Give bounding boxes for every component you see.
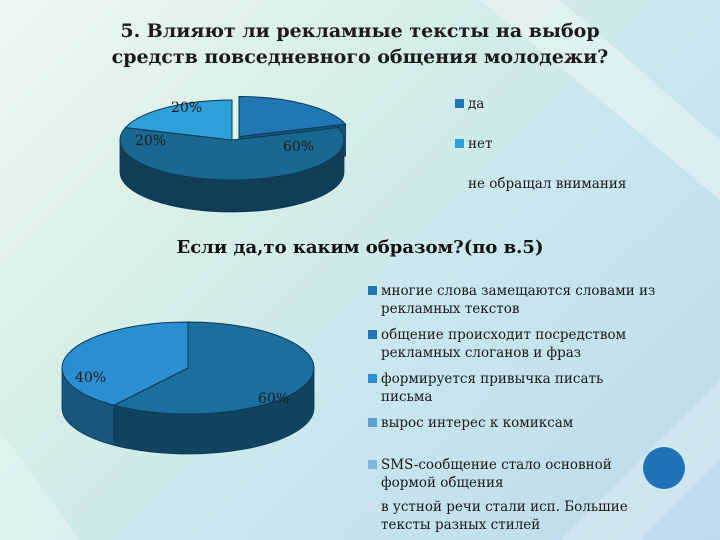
legend1-item-yes: да xyxy=(455,95,484,113)
legend2-label-1a: многие слова замещаются словами из xyxy=(381,283,656,299)
legend1-label-yes: да xyxy=(468,96,485,112)
legend2-label-1b: рекламных текстов xyxy=(381,301,520,317)
legend2-label-6b: тексты разных стилей xyxy=(381,517,541,533)
legend2-swatch-4 xyxy=(368,418,377,427)
legend2-label-5b: формой общения xyxy=(381,475,504,491)
legend2-item-3: формируется привычка писать письма xyxy=(368,370,603,406)
pie-label-ignored: 60% xyxy=(283,139,314,155)
legend1-label-ignored: не обращал внимания xyxy=(468,176,627,192)
legend2-swatch-1 xyxy=(368,286,377,295)
legend2-label-6a: в устной речи стали исп. Большие xyxy=(381,499,628,515)
legend2-item-6: в устной речи стали исп. Большие тексты … xyxy=(368,498,628,534)
legend1-swatch-no xyxy=(455,139,464,148)
legend2-swatch-3 xyxy=(368,374,377,383)
legend2-label-2a: общение происходит посредством xyxy=(381,327,627,343)
slide-title: 5. Влияют ли рекламные тексты на выбор с… xyxy=(40,18,680,70)
slide-title-line1: 5. Влияют ли рекламные тексты на выбор xyxy=(120,20,600,42)
slide-title-line2: средств повседневного общения молодежи? xyxy=(111,46,609,68)
legend2-label-3a: формируется привычка писать xyxy=(381,371,604,387)
pie-slice-net xyxy=(124,99,233,141)
pie-slice-forty xyxy=(61,321,189,406)
pie-label-sixty: 60% xyxy=(258,391,289,407)
legend2-item-4: вырос интерес к комиксам xyxy=(368,414,573,432)
legend2-item-1: многие слова замещаются словами из рекла… xyxy=(368,282,655,318)
pie-slice-sixty xyxy=(112,321,315,415)
legend1-item-no: нет xyxy=(455,135,492,153)
legend2-item-5: SMS-сообщение стало основной формой обще… xyxy=(368,456,612,492)
pie-label-net: 20% xyxy=(135,133,166,149)
pie-label-forty: 40% xyxy=(75,370,106,386)
legend2-label-3b: письма xyxy=(381,389,433,405)
legend2-swatch-2 xyxy=(368,330,377,339)
pie-label-da: 20% xyxy=(171,100,202,116)
legend2-item-2: общение происходит посредством рекламных… xyxy=(368,326,626,362)
legend2-label-2b: рекламных слоганов и фраз xyxy=(381,345,582,361)
legend2-swatch-6 xyxy=(368,502,377,511)
legend1-label-no: нет xyxy=(468,136,493,152)
pie-slice-da xyxy=(238,96,347,138)
legend1-swatch-yes xyxy=(455,99,464,108)
legend2-swatch-5 xyxy=(368,460,377,469)
legend2-label-5a: SMS-сообщение стало основной xyxy=(381,457,612,473)
chart2-title: Если да,то каким образом?(по в.5) xyxy=(176,237,544,258)
pie-slice-ignored xyxy=(119,127,345,181)
legend1-item-ignored: не обращал внимания xyxy=(455,175,626,193)
legend2-label-4a: вырос интерес к комиксам xyxy=(381,415,574,431)
decorative-circle xyxy=(643,447,685,489)
